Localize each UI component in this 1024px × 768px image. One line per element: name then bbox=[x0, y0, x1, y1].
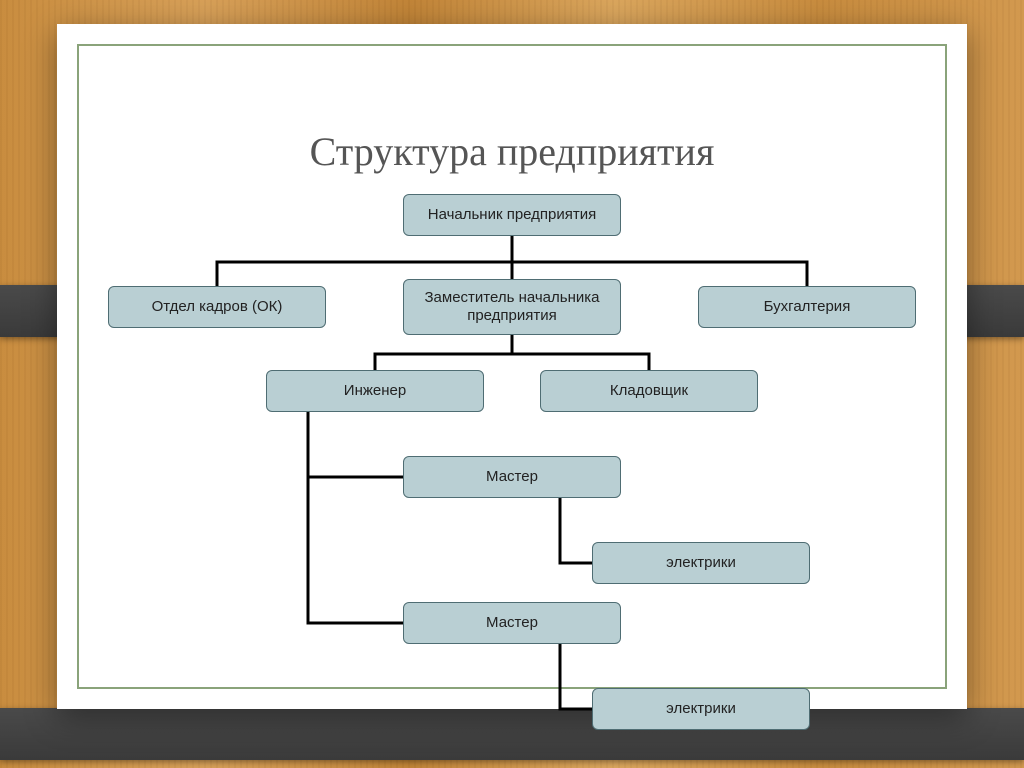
org-node-elec2: электрики bbox=[592, 688, 810, 730]
org-node-head: Начальник предприятия bbox=[403, 194, 621, 236]
org-node-engineer: Инженер bbox=[266, 370, 484, 412]
org-node-hr: Отдел кадров (ОК) bbox=[108, 286, 326, 328]
org-node-storekeeper: Кладовщик bbox=[540, 370, 758, 412]
stage: Структура предприятия Начальник предприят… bbox=[0, 0, 1024, 768]
org-node-accounting: Бухгалтерия bbox=[698, 286, 916, 328]
org-node-master2: Мастер bbox=[403, 602, 621, 644]
org-node-master1: Мастер bbox=[403, 456, 621, 498]
org-node-elec1: электрики bbox=[592, 542, 810, 584]
background-band bbox=[0, 708, 1024, 760]
slide-title: Структура предприятия bbox=[0, 128, 1024, 175]
org-node-deputy: Заместитель начальникапредприятия bbox=[403, 279, 621, 335]
